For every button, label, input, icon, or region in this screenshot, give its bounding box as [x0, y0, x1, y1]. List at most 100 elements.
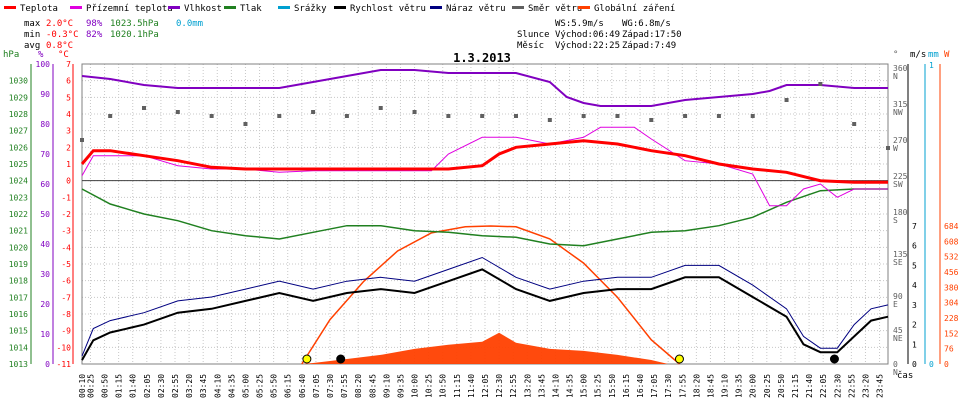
- dir-tick-name: S: [893, 216, 898, 225]
- ms-unit: m/s: [910, 50, 926, 60]
- time-tick-label: 08:20: [354, 374, 363, 398]
- time-tick-label: 17:30: [664, 374, 673, 398]
- degc-tick-label: -6: [61, 277, 71, 286]
- pct-tick-label: 50: [40, 210, 50, 219]
- stats-min-press: 1020.1hPa: [110, 30, 159, 40]
- time-tick-label: 20:00: [749, 374, 758, 398]
- time-tick-label: 10:00: [411, 374, 420, 398]
- series-wind-speed: [81, 268, 889, 361]
- time-tick-label: 10:25: [425, 374, 434, 398]
- series-wind-dir-point: [80, 138, 84, 142]
- legend-label-1: Přízemní teplota: [86, 4, 173, 14]
- legend-swatch-2: [168, 6, 180, 9]
- time-tick-label: 17:05: [650, 374, 659, 398]
- stats-min-label: min: [24, 30, 40, 40]
- legend-swatch-0: [4, 6, 16, 9]
- time-tick-label: 12:05: [481, 374, 490, 398]
- legend-swatch-8: [578, 6, 590, 9]
- legend-label-8: Globální záření: [594, 4, 675, 14]
- series-wind-dir-point: [581, 114, 586, 118]
- time-tick-label: 05:00: [241, 374, 250, 398]
- time-tick-label: 03:20: [185, 374, 194, 398]
- legend-swatch-4: [278, 6, 290, 9]
- pct-tick-label: 10: [40, 330, 50, 339]
- degc-tick-label: 6: [66, 77, 71, 86]
- time-tick-label: 15:00: [580, 374, 589, 398]
- time-tick-label: 15:25: [594, 374, 603, 398]
- time-tick-label: 07:05: [312, 374, 321, 398]
- series-wind-dir-point: [716, 114, 721, 118]
- time-tick-label: 18:20: [692, 374, 701, 398]
- pct-unit: %: [38, 50, 44, 60]
- series-wind-dir-point: [683, 114, 688, 118]
- dir-tick-name: E: [893, 300, 898, 309]
- dir-tick-name: N: [893, 368, 898, 377]
- time-tick-label: 08:45: [368, 374, 377, 398]
- pct-tick-label: 90: [40, 90, 50, 99]
- rad-tick-label: 532: [944, 253, 959, 262]
- degc-tick-label: 3: [66, 127, 71, 136]
- plot-area: [80, 69, 890, 365]
- hpa-tick-label: 1019: [9, 260, 28, 269]
- hpa-tick-label: 1029: [9, 93, 28, 102]
- degc-tick-label: -11: [57, 360, 72, 369]
- info-slunce-rise: Východ:06:49: [555, 30, 620, 40]
- series-wind-dir-point: [175, 110, 180, 114]
- series-wind-dir-point: [209, 114, 214, 118]
- series-wind-dir-point: [547, 118, 552, 122]
- rad-tick-label: 608: [944, 237, 959, 246]
- mm-unit: mm: [928, 50, 939, 60]
- degc-tick-label: 2: [66, 143, 71, 152]
- time-tick-label: 13:20: [523, 374, 532, 398]
- dir-tick-label: 180: [893, 208, 908, 217]
- time-unit: čas: [897, 370, 913, 381]
- legend-label-2: Vlhkost: [184, 4, 222, 14]
- wind-tick-label: 5: [912, 261, 917, 270]
- series-wind-dir-point: [243, 122, 248, 126]
- hpa-tick-label: 1013: [9, 360, 28, 369]
- series-wind-dir-point: [649, 118, 654, 122]
- time-tick-label: 17:55: [678, 374, 687, 398]
- info-slunce-label: Slunce: [517, 30, 550, 40]
- time-tick-label: 02:05: [143, 374, 152, 398]
- axes: 1030102910281027102610251024102310221021…: [9, 60, 959, 398]
- degc-tick-label: 0: [66, 177, 71, 186]
- dir-tick-name: SE: [893, 258, 903, 267]
- dir-tick-label: 225: [893, 172, 908, 181]
- series-wind-dir-point: [344, 114, 349, 118]
- legend-label-3: Tlak: [240, 4, 262, 14]
- time-tick-label: 21:40: [805, 374, 814, 398]
- hpa-tick-label: 1027: [9, 127, 28, 136]
- legend-swatch-3: [224, 6, 236, 9]
- series-wind-dir-point: [514, 114, 518, 118]
- time-tick-label: 15:50: [608, 374, 617, 398]
- degc-tick-label: -5: [61, 260, 71, 269]
- hpa-tick-label: 1021: [9, 227, 28, 236]
- info-mesic-label: Měsíc: [517, 41, 544, 51]
- pct-tick-label: 70: [40, 150, 50, 159]
- rad-tick-label: 76: [944, 345, 954, 354]
- time-tick-label: 19:35: [735, 374, 744, 398]
- legend-label-4: Srážky: [294, 4, 327, 14]
- series-temperature: [80, 139, 888, 184]
- time-tick-label: 21:15: [791, 374, 800, 398]
- time-tick-label: 03:45: [199, 374, 208, 398]
- degc-unit: °C: [58, 50, 69, 60]
- time-tick-label: 07:55: [340, 374, 349, 398]
- pct-tick-label: 100: [36, 60, 51, 69]
- degc-tick-label: -8: [61, 310, 71, 319]
- stats-min-temp: -0.3°C: [46, 30, 79, 40]
- time-tick-label: 18:45: [706, 374, 715, 398]
- time-tick-label: 23:45: [876, 374, 885, 398]
- rad-tick-label: 684: [944, 222, 959, 231]
- time-tick-label: 14:35: [566, 374, 575, 398]
- time-tick-label: 00:50: [101, 374, 110, 398]
- hpa-tick-label: 1014: [9, 343, 28, 352]
- time-tick-label: 02:55: [171, 374, 180, 398]
- series-gust: [81, 256, 889, 357]
- dir-tick-name: SW: [893, 180, 903, 189]
- hpa-tick-label: 1016: [9, 310, 28, 319]
- time-tick-label: 14:10: [551, 374, 560, 398]
- rain-tick-label: 1: [929, 61, 934, 70]
